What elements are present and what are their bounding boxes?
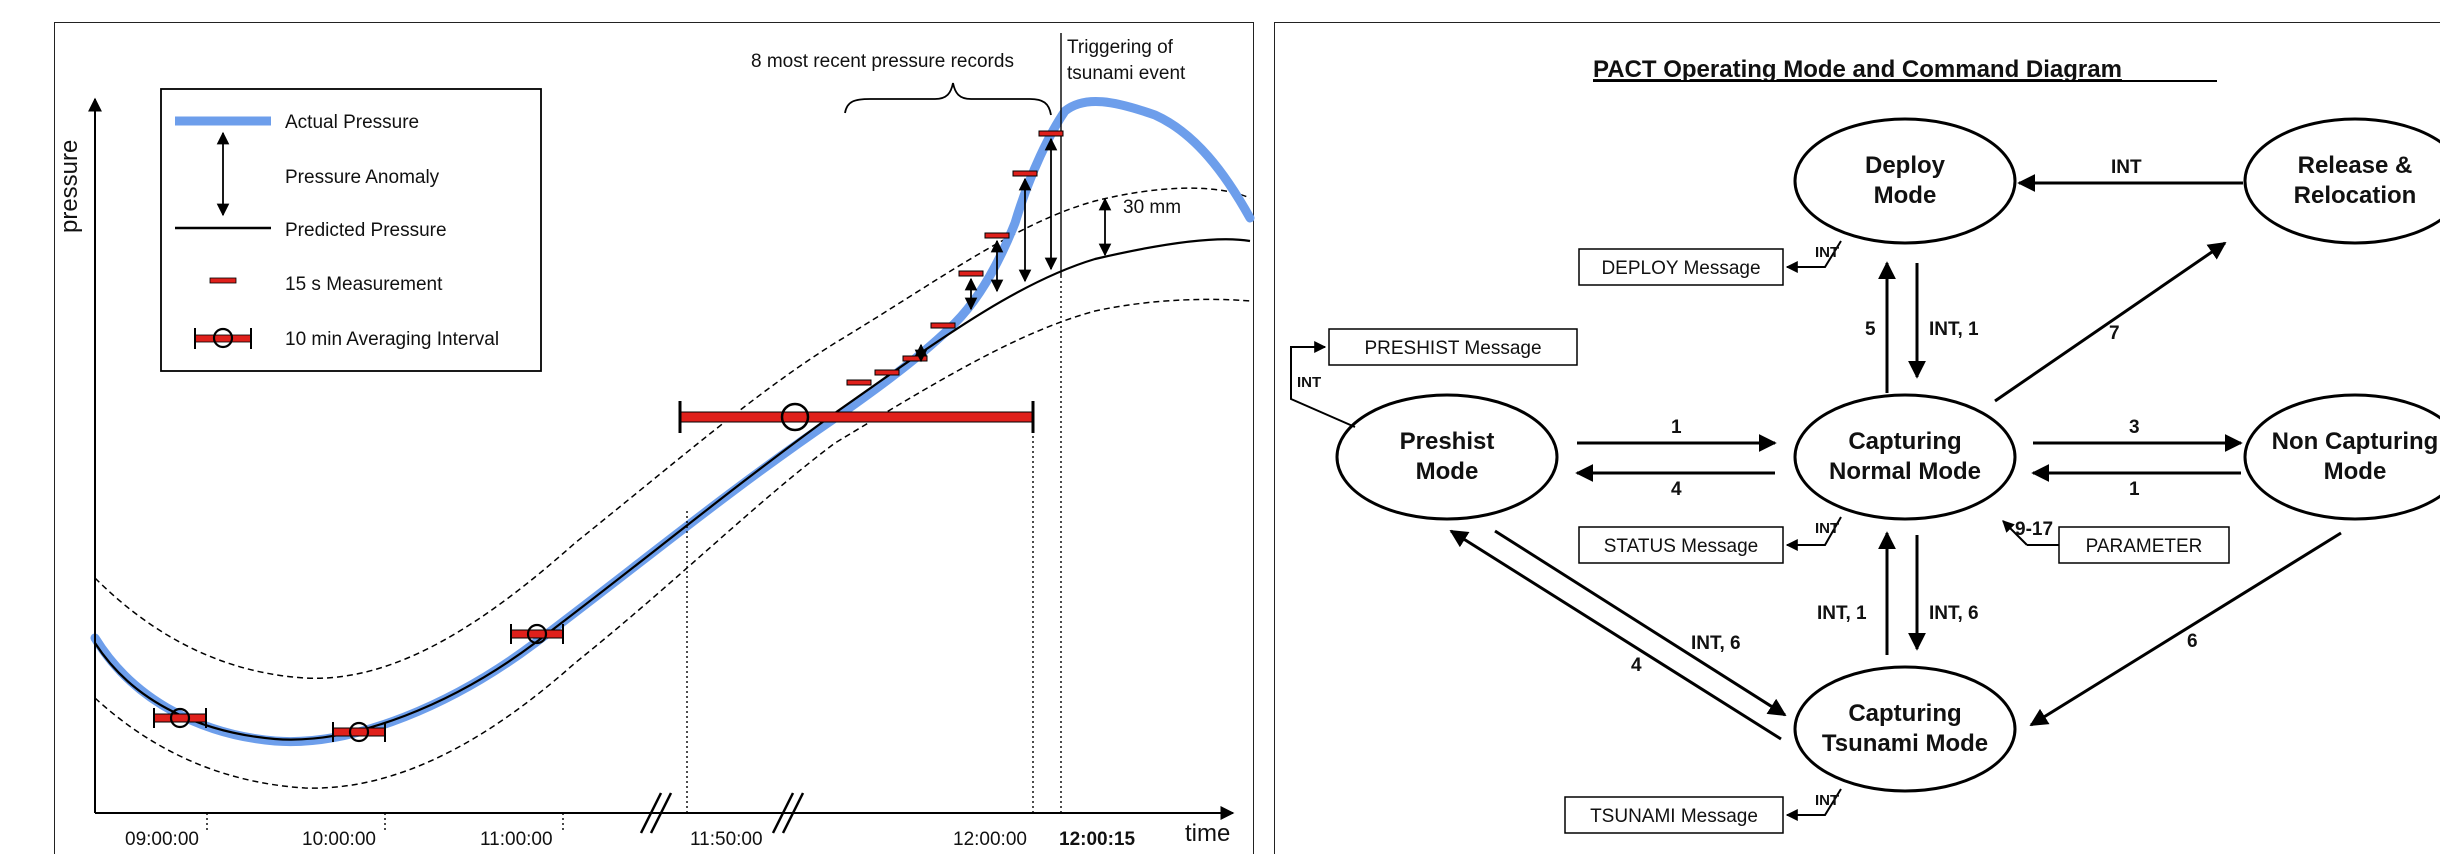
svg-text:Mode: Mode bbox=[1874, 182, 1937, 209]
tick-1150: 11:50:00 bbox=[690, 829, 763, 850]
label-tsunami-normal: INT, 1 bbox=[1817, 603, 1867, 624]
label-tsunami-msg: INT bbox=[1815, 792, 1839, 809]
legend-averaging-swatch bbox=[194, 327, 252, 349]
records-brace bbox=[844, 82, 1052, 116]
actual-pressure-curve bbox=[90, 96, 1255, 747]
svg-text:Normal Mode: Normal Mode bbox=[1829, 458, 1981, 485]
svg-text:DEPLOY Message: DEPLOY Message bbox=[1601, 258, 1760, 279]
label-status-msg: INT bbox=[1815, 520, 1839, 537]
label-normal-release: 7 bbox=[2109, 323, 2120, 344]
tick-0900: 09:00:00 bbox=[125, 829, 199, 850]
axis-break-1 bbox=[639, 792, 673, 834]
node-capturing-normal-mode[interactable]: Capturing Normal Mode bbox=[1793, 393, 2017, 521]
mode-diagram-panel: PACT Operating Mode and Command Diagram … bbox=[1274, 22, 2440, 854]
label-noncap-tsunami: 6 bbox=[2187, 631, 2198, 652]
records-annotation: 8 most recent pressure records bbox=[751, 51, 1014, 72]
label-normal-noncap: 3 bbox=[2129, 417, 2140, 438]
x-axis-label: time bbox=[1185, 820, 1230, 847]
legend-actual-label: Actual Pressure bbox=[285, 112, 419, 133]
mode-diagram: PACT Operating Mode and Command Diagram … bbox=[1290, 56, 2440, 834]
tick-120015: 12:00:15 bbox=[1059, 829, 1135, 850]
averaging-interval bbox=[332, 721, 386, 743]
tick-1000: 10:00:00 bbox=[302, 829, 376, 850]
label-release-deploy: INT bbox=[2111, 157, 2142, 178]
svg-text:STATUS Message: STATUS Message bbox=[1604, 536, 1759, 557]
legend-measurement-swatch bbox=[209, 277, 237, 284]
deploy-message-box: DEPLOY Message bbox=[1578, 248, 1784, 286]
tick-1200: 12:00:00 bbox=[953, 829, 1027, 850]
label-deploy-msg: INT bbox=[1815, 244, 1839, 261]
svg-text:Capturing: Capturing bbox=[1848, 700, 1961, 727]
label-noncap-normal: 1 bbox=[2129, 479, 2140, 500]
node-capturing-tsunami-mode[interactable]: Capturing Tsunami Mode bbox=[1793, 665, 2017, 793]
status-message-box: STATUS Message bbox=[1578, 526, 1784, 564]
diagram-title: PACT Operating Mode and Command Diagram bbox=[1593, 56, 2122, 83]
pressure-chart: pressure time 09:00:00 10:00:00 11:00:00… bbox=[56, 33, 1255, 850]
edge-parameter-to-normal-b bbox=[2002, 520, 2028, 546]
svg-text:Tsunami Mode: Tsunami Mode bbox=[1822, 730, 1988, 757]
label-normal-deploy: 5 bbox=[1865, 319, 1876, 340]
averaging-interval-current bbox=[678, 401, 1035, 433]
node-preshist-mode[interactable]: Preshist Mode bbox=[1335, 393, 1559, 521]
svg-text:TSUNAMI Message: TSUNAMI Message bbox=[1590, 806, 1758, 827]
anomaly-arrows bbox=[914, 137, 1112, 363]
label-normal-tsunami: INT, 6 bbox=[1929, 603, 1979, 624]
svg-text:Release &: Release & bbox=[2298, 152, 2413, 179]
legend: Actual Pressure Pressure Anomaly Predict… bbox=[160, 88, 542, 372]
svg-text:Mode: Mode bbox=[2324, 458, 2387, 485]
tsunami-message-box: TSUNAMI Message bbox=[1564, 796, 1784, 834]
time-guides bbox=[206, 278, 1062, 833]
svg-text:Non Capturing: Non Capturing bbox=[2272, 428, 2439, 455]
edge-tsunami-message bbox=[1785, 788, 1842, 821]
edge-deploy-message bbox=[1785, 240, 1842, 273]
label-tsunami-preshist: 4 bbox=[1631, 655, 1642, 676]
legend-averaging-label: 10 min Averaging Interval bbox=[285, 329, 499, 350]
trigger-annotation-2: tsunami event bbox=[1067, 63, 1186, 84]
edge-status-message bbox=[1785, 516, 1842, 551]
predicted-pressure-curve bbox=[94, 238, 1251, 741]
node-release-relocation[interactable]: Release & Relocation bbox=[2243, 117, 2440, 245]
svg-text:PRESHIST Message: PRESHIST Message bbox=[1364, 338, 1541, 359]
lower-threshold-curve bbox=[94, 298, 1251, 789]
label-param-normal: 9-17 bbox=[2015, 519, 2053, 540]
node-deploy-mode[interactable]: Deploy Mode bbox=[1793, 117, 2017, 245]
trigger-annotation-1: Triggering of bbox=[1067, 37, 1174, 58]
edge-preshist-to-tsunami bbox=[1494, 529, 1787, 717]
upper-threshold-curve bbox=[94, 187, 1251, 679]
legend-predicted-label: Predicted Pressure bbox=[285, 220, 447, 241]
y-axis-label: pressure bbox=[56, 140, 83, 233]
node-non-capturing-mode[interactable]: Non Capturing Mode bbox=[2243, 393, 2440, 521]
legend-anomaly-label: Pressure Anomaly bbox=[285, 167, 440, 188]
preshist-message-box: PRESHIST Message bbox=[1328, 328, 1578, 366]
edge-normal-to-release bbox=[1994, 241, 2227, 403]
legend-measurement-label: 15 s Measurement bbox=[285, 274, 443, 295]
tick-1100: 11:00:00 bbox=[480, 829, 553, 850]
pressure-chart-panel: pressure time 09:00:00 10:00:00 11:00:00… bbox=[54, 22, 1255, 854]
label-preshist-tsunami: INT, 6 bbox=[1691, 633, 1741, 654]
label-preshist-normal: 1 bbox=[1671, 417, 1682, 438]
edge-preshist-message bbox=[1290, 341, 1356, 428]
svg-text:Mode: Mode bbox=[1416, 458, 1479, 485]
threshold-label: 30 mm bbox=[1123, 197, 1181, 218]
axis-break-2 bbox=[771, 792, 805, 834]
svg-text:Preshist: Preshist bbox=[1400, 428, 1495, 455]
label-preshist-msg: INT bbox=[1297, 374, 1321, 391]
label-normal-preshist: 4 bbox=[1671, 479, 1682, 500]
averaging-interval bbox=[510, 623, 564, 645]
svg-text:PARAMETER: PARAMETER bbox=[2086, 536, 2203, 557]
svg-text:Deploy: Deploy bbox=[1865, 152, 1946, 179]
edge-tsunami-to-preshist bbox=[1449, 529, 1782, 741]
parameter-box: PARAMETER bbox=[2058, 526, 2230, 564]
averaging-interval bbox=[153, 707, 207, 729]
label-deploy-normal: INT, 1 bbox=[1929, 319, 1979, 340]
svg-text:Relocation: Relocation bbox=[2294, 182, 2417, 209]
edge-noncap-to-tsunami bbox=[2029, 531, 2342, 727]
svg-text:Capturing: Capturing bbox=[1848, 428, 1961, 455]
